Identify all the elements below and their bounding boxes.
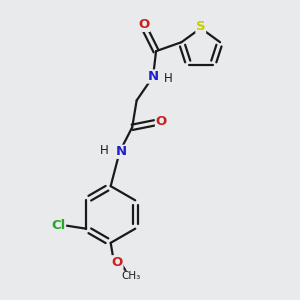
Text: CH₃: CH₃ xyxy=(121,271,140,281)
Text: S: S xyxy=(196,20,206,33)
Text: N: N xyxy=(116,145,127,158)
Text: N: N xyxy=(148,70,159,83)
Text: H: H xyxy=(100,144,109,157)
Text: O: O xyxy=(139,18,150,32)
Text: Cl: Cl xyxy=(51,219,65,232)
Text: O: O xyxy=(155,115,167,128)
Text: O: O xyxy=(112,256,123,269)
Text: H: H xyxy=(164,71,173,85)
